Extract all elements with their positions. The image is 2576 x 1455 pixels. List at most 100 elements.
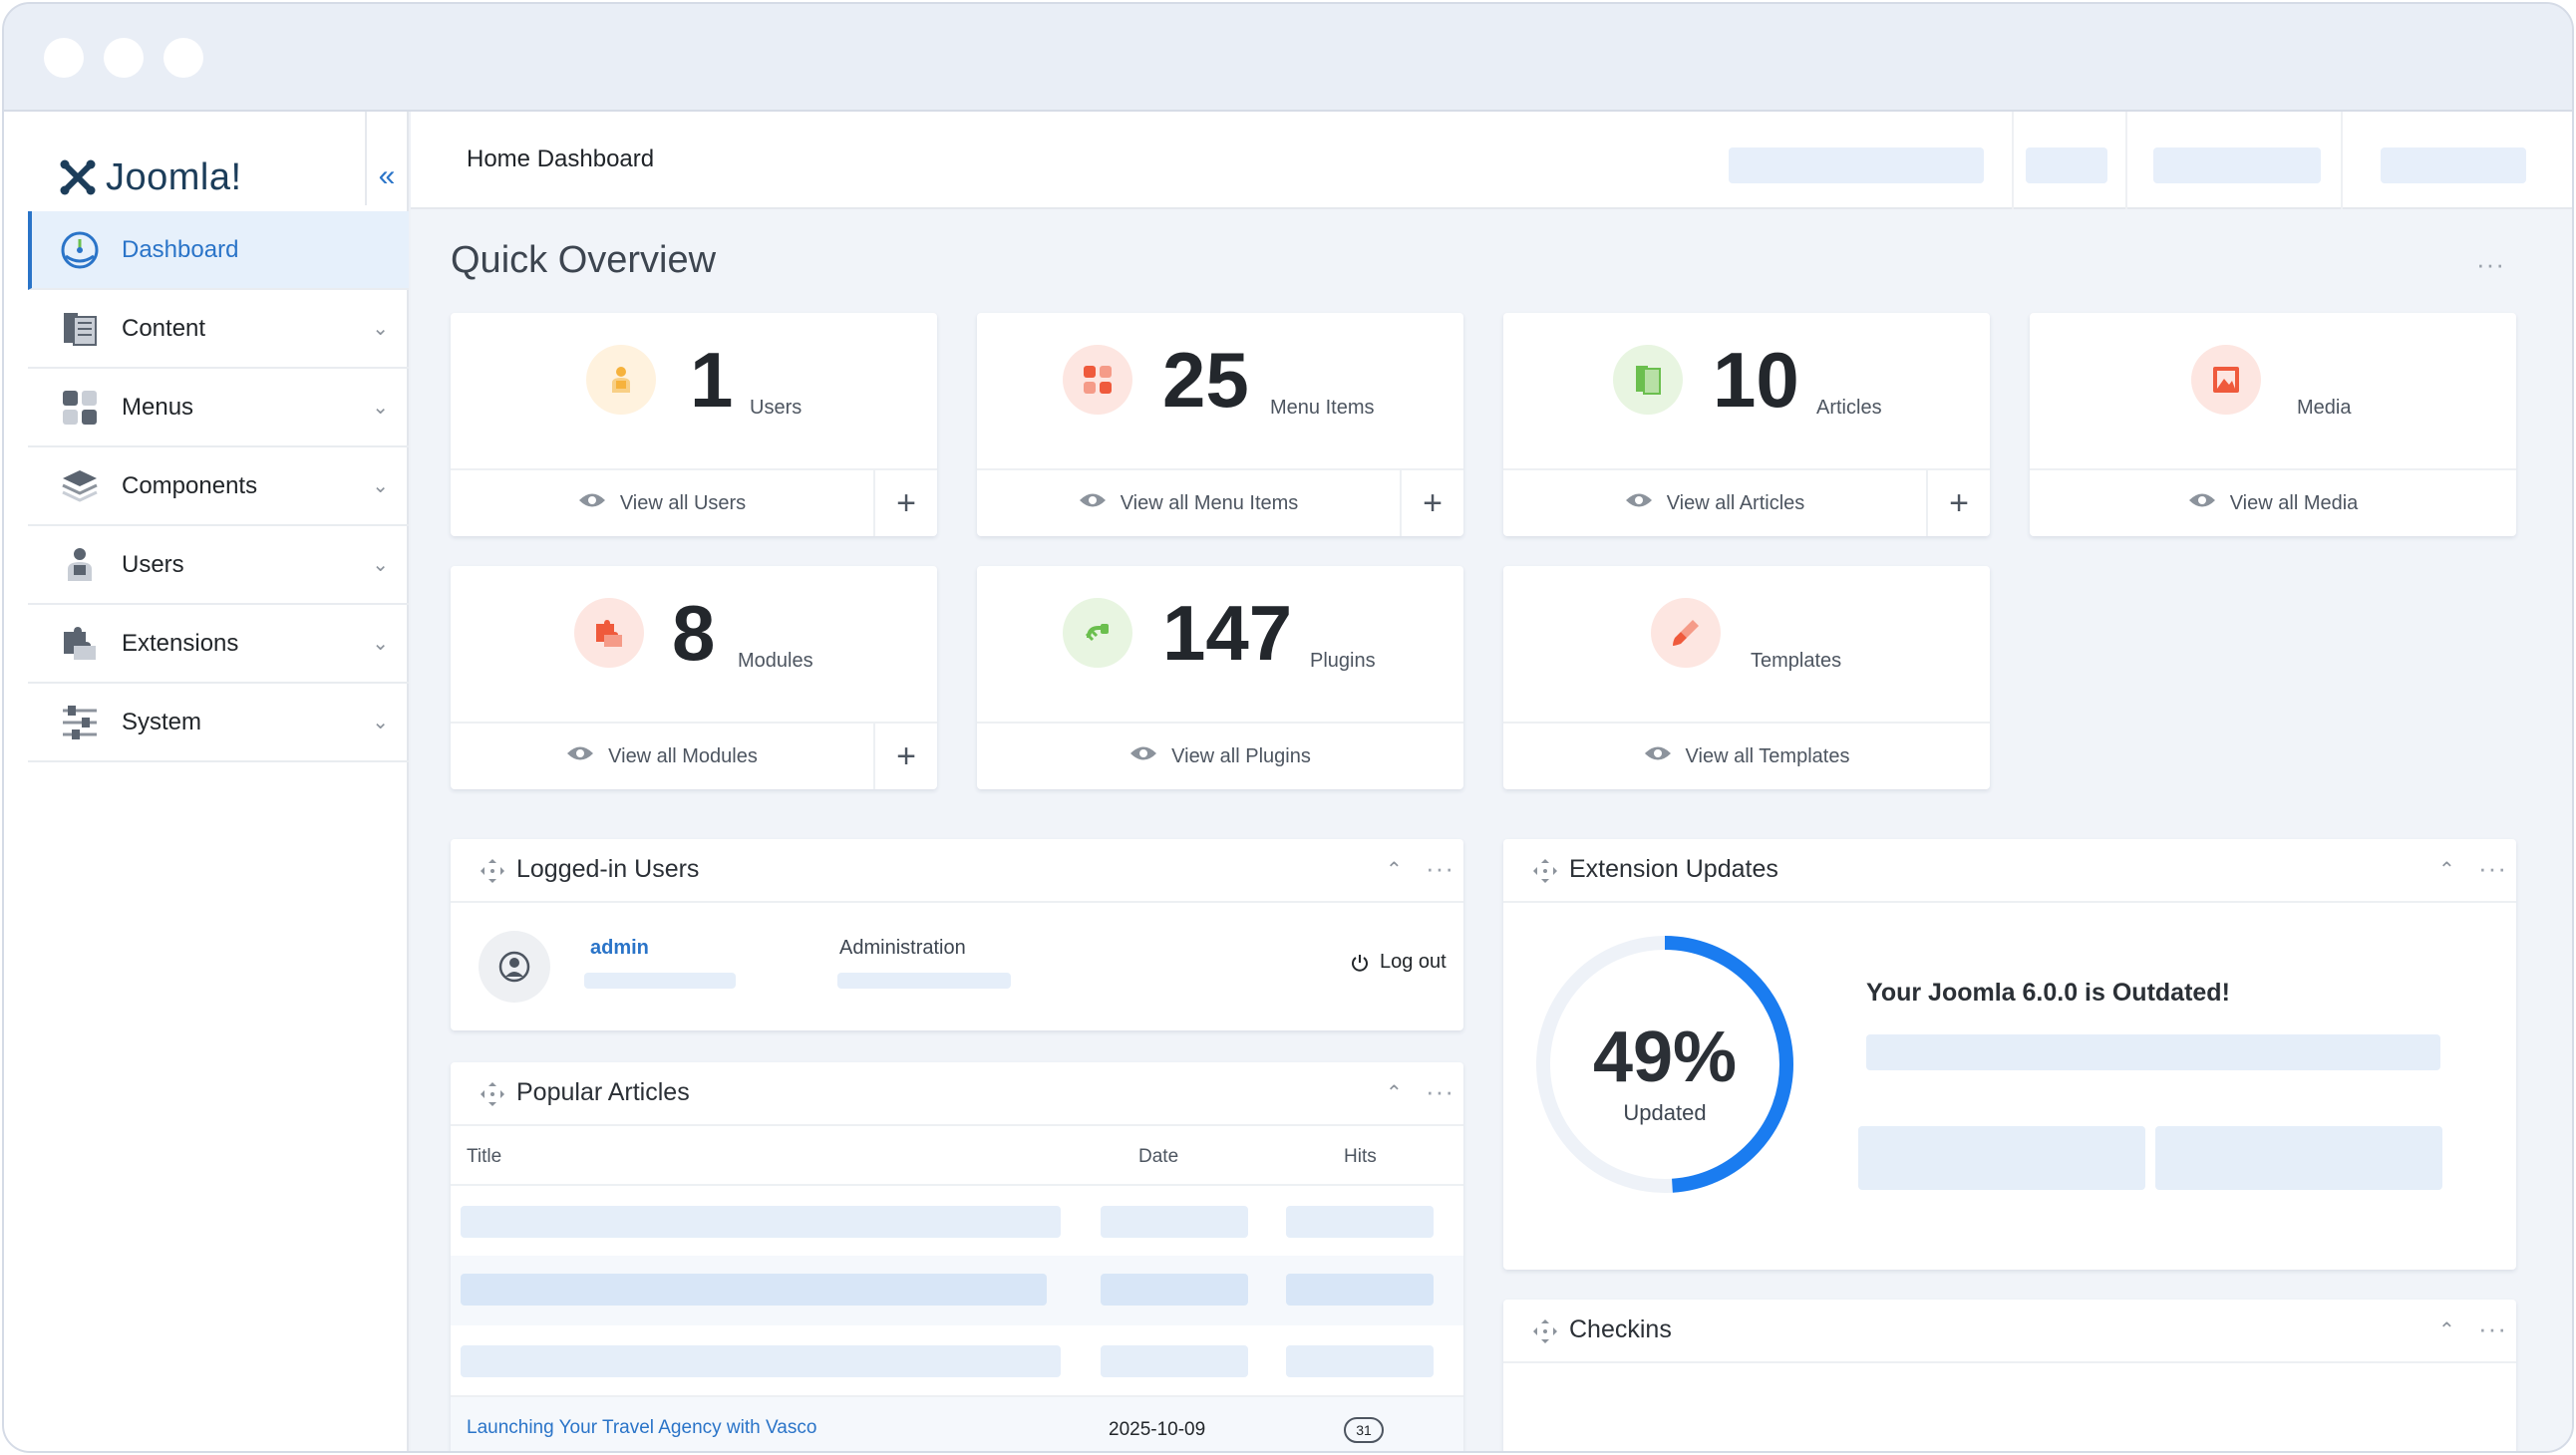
eye-icon	[2188, 491, 2216, 515]
main-area: Home Dashboard Quick Overview ··· 1 User…	[411, 112, 2572, 1451]
eye-icon	[1644, 744, 1672, 768]
sidebar-item-system[interactable]: System ⌄	[28, 684, 409, 762]
logged-user-name[interactable]: admin	[590, 937, 649, 959]
window-maximize-button[interactable]	[163, 38, 203, 78]
cell-placeholder	[1286, 1274, 1434, 1306]
column-header-hits[interactable]: Hits	[1344, 1146, 1377, 1167]
header-placeholder[interactable]	[1729, 147, 1984, 183]
window-minimize-button[interactable]	[104, 38, 144, 78]
move-handle-icon[interactable]	[479, 857, 506, 885]
view-all-modules-link[interactable]: View all Modules	[451, 724, 873, 789]
chevron-down-icon: ⌄	[372, 554, 389, 576]
cell-placeholder	[1286, 1206, 1434, 1238]
sidebar-item-label: Menus	[122, 393, 194, 421]
move-handle-icon[interactable]	[1531, 857, 1559, 885]
sidebar-item-dashboard[interactable]: Dashboard	[28, 211, 409, 290]
eye-icon	[1079, 491, 1107, 515]
collapse-chevron-icon[interactable]: ⌃	[2438, 1319, 2455, 1341]
sidebar-collapse-button[interactable]: «	[369, 151, 405, 201]
quick-card-media: Media View all Media	[2030, 313, 2516, 536]
column-header-date[interactable]: Date	[1138, 1146, 1179, 1167]
text-placeholder	[1866, 1034, 2440, 1070]
components-icon	[60, 466, 100, 506]
view-all-plugins-link[interactable]: View all Plugins	[977, 724, 1463, 789]
joomla-logo[interactable]: Joomla!	[58, 147, 242, 207]
more-options-icon[interactable]: ···	[2476, 249, 2505, 279]
extensions-icon	[60, 624, 100, 664]
plugins-icon	[1063, 598, 1132, 668]
header-placeholder[interactable]	[2153, 147, 2321, 183]
sidebar-item-content[interactable]: Content ⌄	[28, 290, 409, 369]
more-options-icon[interactable]: ···	[1426, 853, 1454, 883]
chevron-down-icon: ⌄	[372, 712, 389, 733]
header-placeholder[interactable]	[2026, 147, 2107, 183]
plus-icon: +	[896, 483, 916, 522]
text-placeholder	[584, 973, 736, 989]
users-label: Users	[750, 397, 803, 419]
update-percent: 49%	[1592, 1018, 1738, 1097]
article-title-link[interactable]: Launching Your Travel Agency with Vasco	[467, 1417, 817, 1438]
view-all-media-link[interactable]: View all Media	[2030, 470, 2516, 536]
progress-ring-arc	[1536, 936, 1793, 1193]
sidebar-item-extensions[interactable]: Extensions ⌄	[28, 605, 409, 684]
view-all-articles-label: View all Articles	[1666, 491, 1805, 514]
logo-text: Joomla!	[106, 155, 242, 198]
add-menu-item-button[interactable]: +	[1400, 470, 1463, 536]
templates-icon	[1651, 598, 1721, 668]
eye-icon	[578, 491, 606, 515]
plugins-label: Plugins	[1310, 650, 1376, 672]
user-icon	[586, 345, 656, 415]
move-handle-icon[interactable]	[1531, 1317, 1559, 1345]
plugins-count: 147	[1162, 589, 1293, 677]
move-handle-icon[interactable]	[479, 1080, 506, 1108]
quick-overview-title: Quick Overview	[451, 239, 717, 281]
update-progress-ring	[1536, 936, 1793, 1193]
collapse-divider	[365, 112, 367, 205]
hits-badge: 31	[1344, 1417, 1384, 1443]
table-header: Title Date Hits	[451, 1126, 1463, 1186]
sidebar-nav: Dashboard Content ⌄ Menus ⌄ Com	[28, 211, 409, 762]
button-placeholder[interactable]	[2155, 1126, 2442, 1190]
sidebar-item-label: Users	[122, 550, 184, 578]
sidebar-item-users[interactable]: Users ⌄	[28, 526, 409, 605]
quick-card-users: 1 Users View all Users +	[451, 313, 937, 536]
quick-card-articles: 10 Articles View all Articles +	[1503, 313, 1990, 536]
header-placeholder[interactable]	[2381, 147, 2526, 183]
header-divider	[2341, 112, 2343, 209]
users-count: 1	[690, 336, 734, 424]
articles-count: 10	[1713, 336, 1799, 424]
view-all-articles-link[interactable]: View all Articles	[1503, 470, 1926, 536]
cell-placeholder	[461, 1274, 1047, 1306]
window-close-button[interactable]	[44, 38, 84, 78]
logout-button[interactable]: Log out	[1350, 951, 1447, 974]
column-header-title[interactable]: Title	[467, 1146, 502, 1167]
collapse-chevron-icon[interactable]: ⌃	[1386, 859, 1403, 881]
update-sub-label: Updated	[1623, 1100, 1707, 1125]
more-options-icon[interactable]: ···	[2478, 853, 2507, 883]
add-module-button[interactable]: +	[873, 724, 937, 789]
popular-articles-module: Popular Articles ⌃ ··· Title Date Hits	[451, 1062, 1463, 1451]
table-row: Launching Your Travel Agency with Vasco …	[451, 1395, 1463, 1451]
more-options-icon[interactable]: ···	[1426, 1076, 1454, 1106]
articles-icon	[1613, 345, 1683, 415]
collapse-chevron-icon[interactable]: ⌃	[2438, 859, 2455, 881]
button-placeholder[interactable]	[1858, 1126, 2145, 1190]
view-all-users-label: View all Users	[619, 491, 747, 514]
view-all-users-link[interactable]: View all Users	[451, 470, 873, 536]
sidebar: Joomla! « Dashboard Content ⌄	[4, 112, 409, 1451]
view-all-templates-link[interactable]: View all Templates	[1503, 724, 1990, 789]
collapse-chevron-icon[interactable]: ⌃	[1386, 1082, 1403, 1104]
cell-placeholder	[1101, 1206, 1248, 1238]
view-all-menu-items-link[interactable]: View all Menu Items	[977, 470, 1400, 536]
text-placeholder	[837, 973, 1011, 989]
add-user-button[interactable]: +	[873, 470, 937, 536]
sidebar-item-menus[interactable]: Menus ⌄	[28, 369, 409, 447]
joomla-logo-icon	[60, 159, 96, 195]
user-circle-icon	[498, 951, 530, 983]
add-article-button[interactable]: +	[1926, 470, 1990, 536]
sidebar-item-components[interactable]: Components ⌄	[28, 447, 409, 526]
plus-icon: +	[896, 736, 916, 775]
more-options-icon[interactable]: ···	[2478, 1313, 2507, 1343]
module-title: Extension Updates	[1569, 855, 1778, 883]
